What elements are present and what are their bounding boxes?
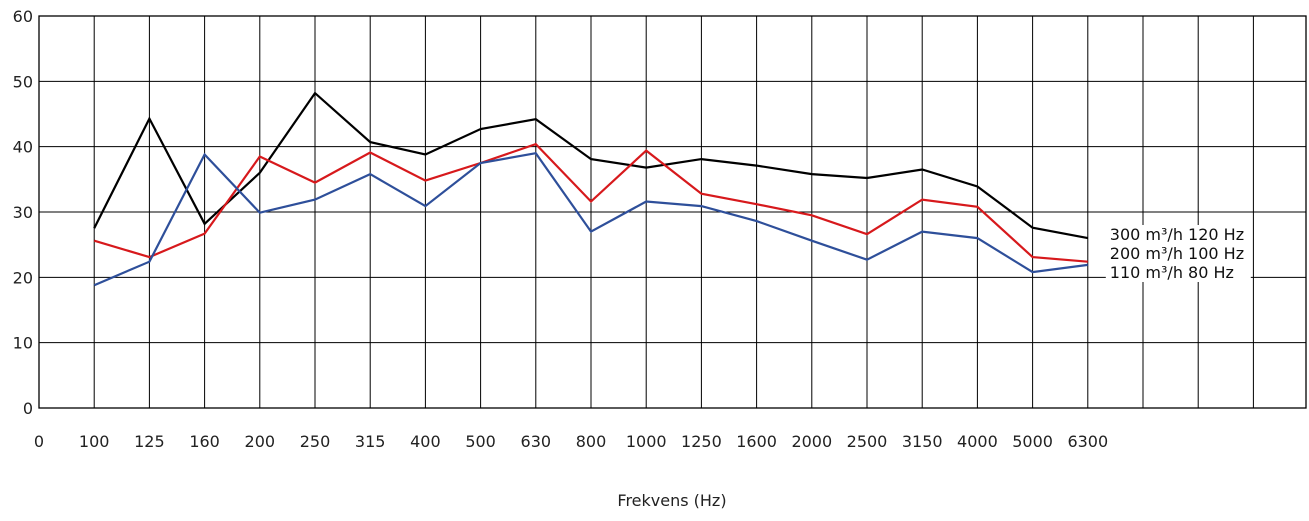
y-tick-label: 50 bbox=[13, 72, 33, 91]
series-line bbox=[93, 142, 1088, 263]
series-label-bg bbox=[1105, 263, 1251, 282]
y-tick-label: 40 bbox=[13, 138, 33, 157]
x-tick-label: 6300 bbox=[1067, 432, 1108, 451]
x-tick-label: 0 bbox=[34, 432, 44, 451]
y-tick-label: 60 bbox=[13, 7, 33, 26]
y-tick-label: 20 bbox=[13, 268, 33, 287]
x-tick-label: 100 bbox=[79, 432, 110, 451]
x-tick-label: 1250 bbox=[681, 432, 722, 451]
x-tick-label: 2000 bbox=[791, 432, 832, 451]
series-label: 110 m³/h 80 Hz bbox=[1110, 263, 1234, 282]
x-tick-label: 630 bbox=[521, 432, 552, 451]
x-tick-label: 1600 bbox=[736, 432, 777, 451]
tick-labels: 0 10 20 30 40 50 60 0 100 125 160 200 250 315 400 500 63… bbox=[13, 7, 1109, 451]
x-tick-label: 250 bbox=[300, 432, 331, 451]
series-lines bbox=[93, 91, 1089, 287]
plot-frame bbox=[38, 15, 1307, 409]
x-axis-label: Frekvens (Hz) bbox=[617, 491, 726, 510]
y-tick-label: 10 bbox=[13, 334, 33, 353]
series-label-bg bbox=[1105, 225, 1251, 244]
x-tick-label: 500 bbox=[465, 432, 496, 451]
series-line bbox=[93, 151, 1088, 287]
x-tick-label: 315 bbox=[355, 432, 386, 451]
y-tick-label: 30 bbox=[13, 203, 33, 222]
series-label: 300 m³/h 120 Hz bbox=[1110, 225, 1244, 244]
x-tick-label: 5000 bbox=[1012, 432, 1053, 451]
x-tick-label: 1000 bbox=[626, 432, 667, 451]
x-tick-label: 160 bbox=[189, 432, 220, 451]
x-tick-label: 125 bbox=[134, 432, 165, 451]
series-label-bg bbox=[1105, 244, 1251, 263]
series-label: 200 m³/h 100 Hz bbox=[1110, 244, 1244, 263]
x-tick-label: 200 bbox=[245, 432, 276, 451]
x-tick-label: 4000 bbox=[957, 432, 998, 451]
y-tick-label: 0 bbox=[23, 399, 33, 418]
x-tick-label: 2500 bbox=[847, 432, 888, 451]
x-tick-label: 400 bbox=[410, 432, 441, 451]
x-tick-label: 800 bbox=[576, 432, 607, 451]
x-tick-label: 3150 bbox=[902, 432, 943, 451]
series-line bbox=[93, 91, 1089, 240]
